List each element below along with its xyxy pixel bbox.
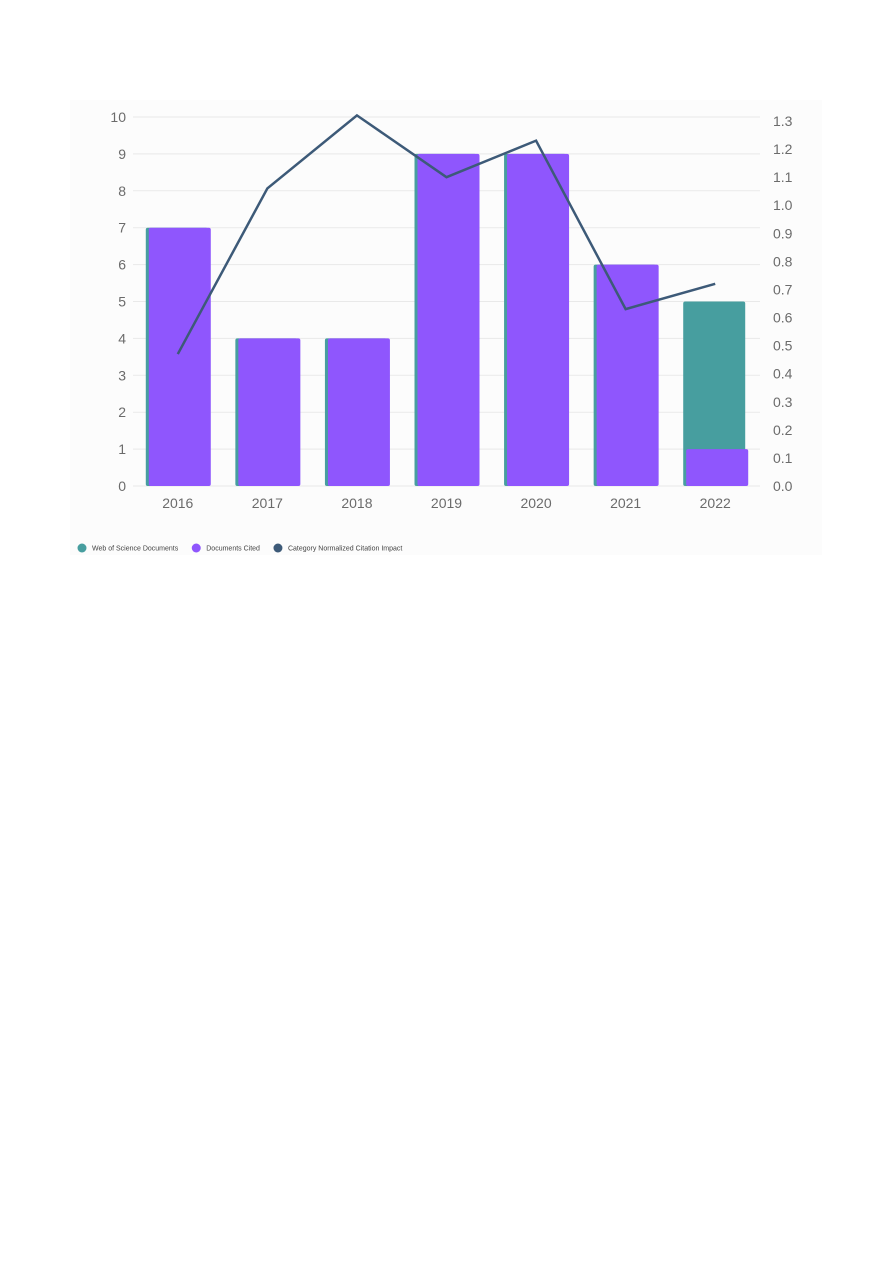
y-left-tick-label: 5 — [118, 294, 126, 310]
bars — [145, 153, 749, 486]
y-left-tick-label: 0 — [118, 478, 126, 494]
y-right-tick-label: 1.1 — [773, 169, 793, 185]
y-right-tick-label: 0.7 — [773, 281, 793, 297]
x-tick-label: 2021 — [610, 495, 641, 511]
y-right-tick-label: 0.4 — [773, 366, 793, 382]
y-right-tick-label: 1.3 — [773, 113, 793, 129]
bar-documents-cited — [507, 153, 570, 486]
x-tick-label: 2016 — [162, 495, 193, 511]
x-tick-label: 2020 — [520, 495, 551, 511]
y-right-tick-label: 0.5 — [773, 338, 793, 354]
legend-marker — [77, 543, 87, 553]
y-right-tick-label: 0.6 — [773, 310, 793, 326]
legend-label: Category Normalized Citation Impact — [288, 546, 402, 553]
legend-label: Documents Cited — [206, 546, 260, 553]
x-tick-label: 2019 — [431, 495, 462, 511]
y-left-tick-label: 4 — [118, 330, 126, 346]
impact-line-layer — [176, 113, 716, 355]
y-left-tick-label: 9 — [118, 146, 126, 162]
chart-container: 0 1 2 3 4 5 6 7 8 9 10 0.0 0.1 0.2 0.3 0.4 0.5 0.6 0.7 0.8… — [0, 0, 893, 600]
x-tick-label: 2018 — [341, 495, 372, 511]
bar-documents-cited — [238, 338, 301, 486]
bar-documents-cited — [327, 338, 390, 486]
y-left-tick-label: 10 — [110, 109, 126, 125]
y-left-tick-label: 1 — [118, 441, 126, 457]
bar-web-of-science-documents — [683, 301, 746, 486]
y-left-tick-label: 8 — [118, 183, 126, 199]
legend-label: Web of Science Documents — [92, 546, 179, 553]
y-right-tick-label: 0.9 — [773, 225, 793, 241]
bar-documents-cited — [686, 449, 749, 486]
bar-documents-cited — [596, 264, 659, 486]
y-left-tick-label: 2 — [118, 404, 126, 420]
y-left-tick-label: 3 — [118, 367, 126, 383]
legend-marker — [273, 543, 283, 553]
legend-marker — [191, 543, 201, 553]
left-axis: 0 1 2 3 4 5 6 7 8 9 10 — [110, 109, 126, 494]
right-axis: 0.0 0.1 0.2 0.3 0.4 0.5 0.6 0.7 0.8 0.9 1.0 1.1 1.2 1… — [773, 113, 793, 494]
bar-documents-cited — [417, 153, 480, 486]
y-right-tick-label: 0.2 — [773, 422, 793, 438]
y-right-tick-label: 0.8 — [773, 253, 793, 269]
line-category-normalized-citation-impact — [176, 113, 716, 355]
y-right-tick-label: 1.2 — [773, 141, 793, 157]
y-left-tick-label: 7 — [118, 220, 126, 236]
legend: Web of Science Documents Documents Cited C… — [77, 543, 402, 553]
y-left-tick-label: 6 — [118, 257, 126, 273]
x-axis: 2016 2017 2018 2019 2020 2021 2022 — [162, 495, 731, 511]
y-right-tick-label: 0.1 — [773, 450, 793, 466]
y-right-tick-label: 0.0 — [773, 478, 793, 494]
x-tick-label: 2017 — [252, 495, 283, 511]
combo-chart: 0 1 2 3 4 5 6 7 8 9 10 0.0 0.1 0.2 0.3 0.4 0.5 0.6 0.7 0.8… — [70, 100, 822, 555]
x-tick-label: 2022 — [700, 495, 731, 511]
bar-documents-cited — [148, 227, 211, 486]
y-right-tick-label: 0.3 — [773, 394, 793, 410]
y-right-tick-label: 1.0 — [773, 197, 793, 213]
